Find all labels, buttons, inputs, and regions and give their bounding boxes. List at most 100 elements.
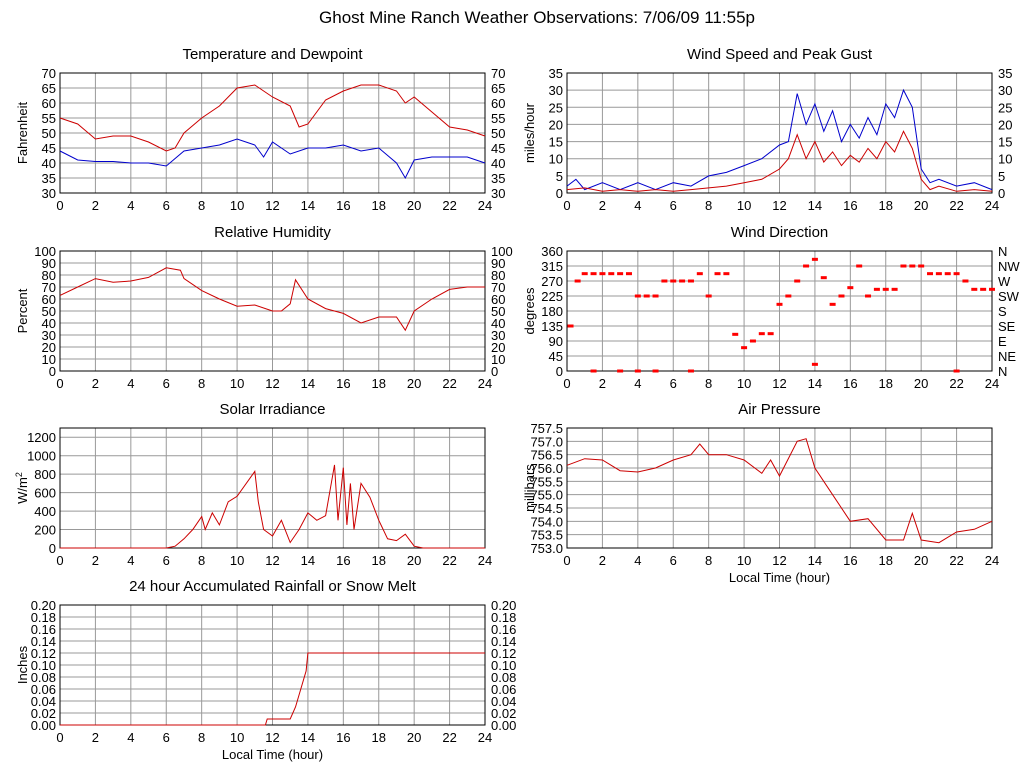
rh-xtick-label: 6 [163,376,170,391]
temp-ytick-label-right: 30 [491,186,505,201]
pres-xtick-label: 0 [563,553,570,568]
rain-plot-frame [59,604,486,726]
rain-ytick-label-right: 0.06 [491,682,516,697]
solar-ytick-label: 800 [34,467,56,482]
rain-ytick-label: 0.10 [31,658,56,673]
wind-xtick-label: 12 [772,198,786,213]
temp-xtick-label: 0 [56,198,63,213]
wdir-xtick-label: 6 [670,376,677,391]
wind-xtick-label: 24 [985,198,999,213]
wdir-direction-label: W [998,274,1011,289]
wdir-point [882,287,889,291]
rain-ytick-label: 0.02 [31,706,56,721]
wdir-ylabel: degrees [522,287,537,334]
wdir-point [829,302,836,306]
wdir-point [971,287,978,291]
wind-ytick-label: 20 [549,117,563,132]
solar-ytick-label: 1200 [27,430,56,445]
rain-xtick-label: 20 [407,730,421,745]
wdir-direction-label: N [998,244,1007,259]
wdir-point [617,369,624,373]
wdir-point [820,276,827,280]
wdir-xtick-label: 12 [772,376,786,391]
wdir-ytick-label: 270 [541,274,563,289]
temp-series-1-line [59,138,486,180]
wdir-ytick-label: 180 [541,304,563,319]
wind-ytick-label-right: 35 [998,66,1012,81]
wdir-point [617,272,624,276]
temp-xtick-label: 10 [230,198,244,213]
temp-xtick-label: 12 [265,198,279,213]
pres-xtick-label: 4 [634,553,641,568]
wdir-xtick-label: 8 [705,376,712,391]
wind-xtick-label: 2 [599,198,606,213]
rh-ytick-label-right: 80 [491,268,505,283]
rain-xtick-label: 18 [372,730,386,745]
wdir-xtick-label: 20 [914,376,928,391]
rh-xtick-label: 22 [442,376,456,391]
wdir-point [741,346,748,350]
rh-plot-frame [59,250,486,372]
rain-xtick-label: 14 [301,730,315,745]
wdir-point [687,279,694,283]
wdir-point [574,279,581,283]
temp-ytick-label-right: 55 [491,111,505,126]
wdir-point [935,272,942,276]
wdir-xtick-label: 10 [737,376,751,391]
pres-xtick-label: 20 [914,553,928,568]
wind-ytick-label: 15 [549,135,563,150]
temp-ytick-label: 30 [42,186,56,201]
wdir-point [599,272,606,276]
wdir-xtick-label: 22 [949,376,963,391]
wdir-xtick-label: 2 [599,376,606,391]
rain-ytick-label-right: 0.08 [491,670,516,685]
temp-ytick-label: 40 [42,156,56,171]
temp-xtick-label: 22 [442,198,456,213]
wind-ytick-label-right: 15 [998,135,1012,150]
wdir-point [758,332,765,336]
rain-ytick-label: 0.04 [31,694,56,709]
solar-ytick-label: 1000 [27,449,56,464]
temp-ylabel: Fahrenheit [15,102,30,165]
rh-ytick-label: 20 [42,340,56,355]
solar-xtick-label: 16 [336,553,350,568]
rh-ytick-label-right: 60 [491,292,505,307]
rh-xtick-label: 18 [372,376,386,391]
wdir-point [811,362,818,366]
pres-xtick-label: 18 [879,553,893,568]
wdir-point [865,294,872,298]
wdir-point [803,264,810,268]
wdir-ytick-label: 360 [541,244,563,259]
wdir-ytick-label: 90 [549,334,563,349]
wind-xtick-label: 0 [563,198,570,213]
wind-ytick-label-right: 0 [998,186,1005,201]
rh-xtick-label: 2 [92,376,99,391]
solar-ytick-label: 400 [34,504,56,519]
temp-ytick-label-right: 35 [491,171,505,186]
wdir-point [891,287,898,291]
solar-title: Solar Irradiance [220,401,326,418]
solar-xtick-label: 24 [478,553,492,568]
wdir-point [590,369,597,373]
rh-ytick-label: 100 [34,244,56,259]
rain-xtick-label: 22 [442,730,456,745]
wind-xtick-label: 6 [670,198,677,213]
wind-xtick-label: 20 [914,198,928,213]
temp-ytick-label-right: 60 [491,96,505,111]
wdir-xtick-label: 24 [985,376,999,391]
rh-xtick-label: 4 [127,376,134,391]
rh-ytick-label: 90 [42,256,56,271]
pres-ytick-label: 757.0 [530,434,563,449]
rh-xtick-label: 24 [478,376,492,391]
solar-ylabel: W/m2 [14,472,30,504]
wdir-direction-label: E [998,334,1007,349]
wind-xtick-label: 14 [808,198,822,213]
pres-ytick-label: 753.5 [530,528,563,543]
wdir-xtick-label: 14 [808,376,822,391]
rain-xtick-label: 2 [92,730,99,745]
solar-xtick-label: 18 [372,553,386,568]
wdir-point [847,286,854,290]
wdir-point [732,332,739,336]
wdir-point [679,279,686,283]
